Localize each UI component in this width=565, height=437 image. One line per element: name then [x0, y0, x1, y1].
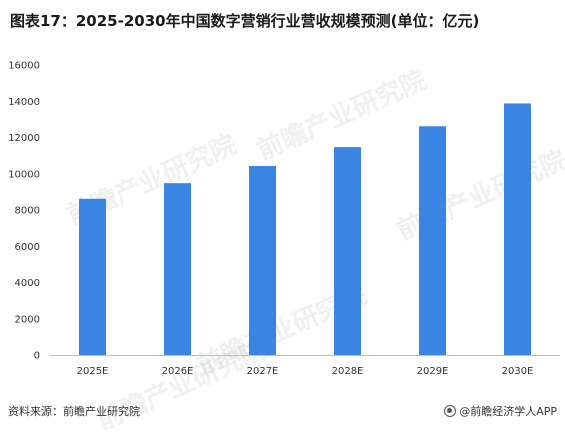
- y-tick-label: 0: [34, 351, 40, 362]
- y-tick-label: 16000: [8, 61, 40, 72]
- bar-chart: 0 2000 4000 6000 8000 10000 12000 14000 16000 202…: [8, 61, 560, 377]
- x-tick-label: 2026E: [162, 366, 194, 377]
- bar-2027E: [249, 165, 276, 355]
- source-note: 资料来源：前瞻产业研究院: [8, 405, 140, 418]
- bar-2029E: [419, 126, 446, 355]
- bar-2025E: [79, 198, 106, 355]
- y-tick-label: 8000: [15, 206, 40, 217]
- x-tick-label: 2029E: [417, 366, 449, 377]
- y-tick-label: 4000: [15, 278, 40, 289]
- x-tick-label: 2025E: [77, 366, 109, 377]
- y-tick-label: 14000: [8, 97, 40, 108]
- brand-logo-icon: [444, 405, 457, 417]
- y-tick-label: 2000: [15, 314, 40, 325]
- x-tick-label: 2028E: [332, 366, 364, 377]
- brand-credit: @前瞻经济学人APP: [444, 403, 557, 419]
- brand-label: @前瞻经济学人APP: [459, 405, 557, 418]
- x-tick-label: 2027E: [247, 366, 279, 377]
- chart-title: 图表17：2025-2030年中国数字营销行业营收规模预测(单位：亿元): [10, 12, 480, 30]
- bar-2030E: [504, 103, 531, 355]
- x-tick-label: 2030E: [502, 366, 534, 377]
- bar-2028E: [334, 147, 361, 355]
- y-tick-label: 6000: [15, 242, 40, 253]
- bar-2026E: [164, 183, 191, 355]
- y-tick-label: 10000: [8, 169, 40, 180]
- y-tick-label: 12000: [8, 133, 40, 144]
